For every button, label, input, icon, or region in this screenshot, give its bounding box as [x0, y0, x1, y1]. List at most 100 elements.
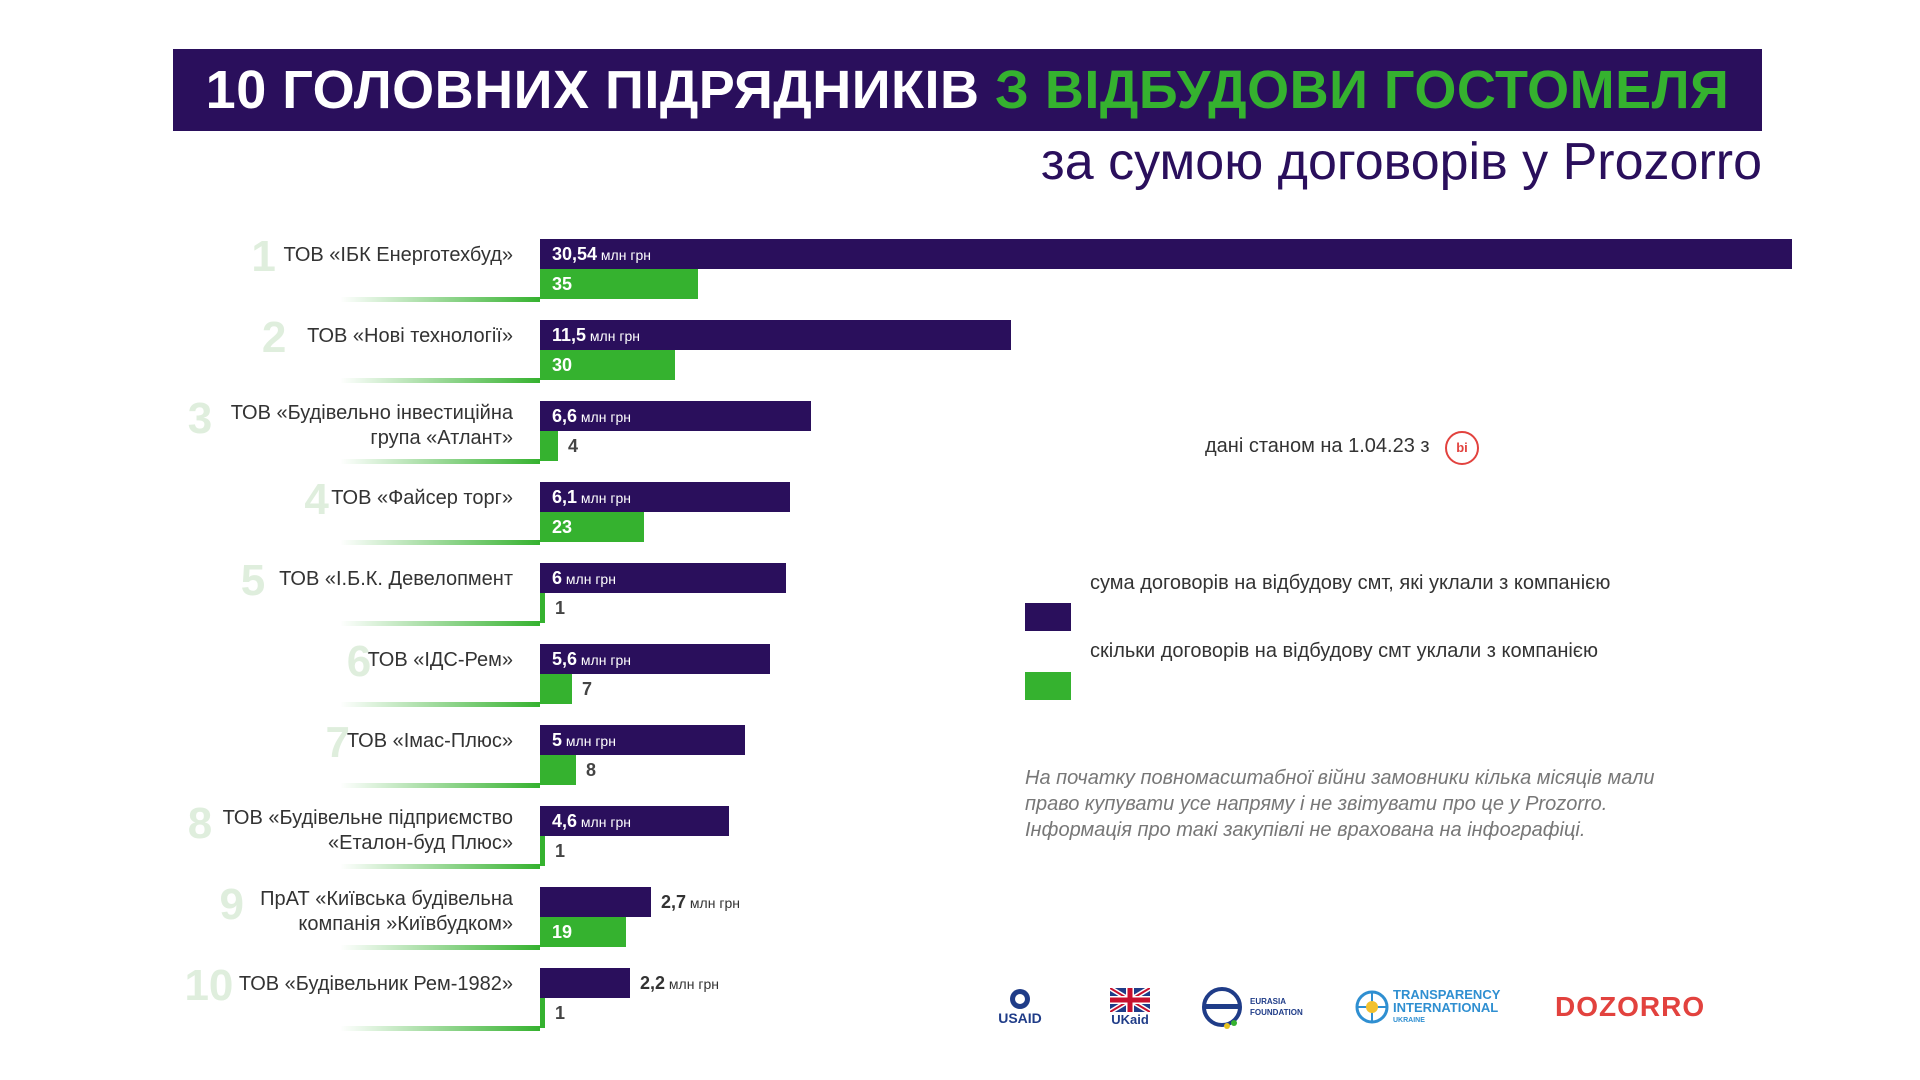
count-label: 30: [552, 355, 573, 375]
row-underline: [340, 783, 540, 788]
row-underline: [340, 459, 540, 464]
sum-bar: [540, 806, 729, 836]
source-badge-icon: bi: [1445, 431, 1479, 465]
usaid-logo: USAID: [990, 982, 1050, 1032]
eurasia-logo: EURASIA FOUNDATION: [1200, 982, 1310, 1032]
contractor-name: ТОВ «Будівельне підприємство «Еталон-буд …: [222, 807, 513, 854]
ukaid-logo: UKaid: [1105, 982, 1155, 1032]
count-bar: [540, 998, 545, 1028]
count-bar: [540, 269, 698, 299]
count-label: 23: [552, 517, 573, 537]
count-bar: [540, 755, 576, 785]
legend-label-sum: сума договорів на відбудову смт, які укл…: [1090, 572, 1611, 594]
count-label: 1: [555, 1003, 566, 1023]
row-underline: [340, 540, 540, 545]
subtitle: за сумою договорів у Prozorro: [1040, 133, 1762, 191]
chart-row: ТОВ «Будівельник Рем-1982» 10 2,2 млн грн 1: [0, 964, 1920, 1038]
count-bar: [540, 593, 545, 623]
sum-label: 2,7 млн грн: [661, 892, 740, 912]
row-underline: [340, 1026, 540, 1031]
count-bar: [540, 431, 558, 461]
footnote-line: Інформація про такі закупівлі не врахова…: [1025, 819, 1586, 841]
union-flag-icon: [1110, 987, 1150, 1012]
chart-row: ТОВ «ІБК Енерготехбуд» 1 30,54 млн грн 35: [0, 235, 1920, 309]
count-label: 35: [552, 274, 573, 294]
count-bar: [540, 350, 675, 380]
chart-row: ТОВ «Нові технології» 2 11,5 млн грн 30: [0, 316, 1920, 390]
title-part-1: 10 ГОЛОВНИХ ПІДРЯДНИКІВ: [205, 60, 980, 120]
row-underline: [340, 864, 540, 869]
rank-number: 9: [219, 880, 244, 929]
sum-bar: [540, 320, 1011, 350]
rank-number: 5: [240, 556, 266, 605]
ti-text: TRANSPARENCY: [1393, 986, 1501, 1002]
eurasia-text: EURASIA: [1250, 997, 1287, 1006]
sum-label: 6 млн грн: [552, 568, 616, 588]
rank-number: 7: [325, 718, 350, 767]
usaid-seal-icon: [1010, 989, 1030, 1009]
footnote-line: На початку повномасштабної війни замовни…: [1025, 767, 1655, 789]
chart-row: ПрАТ «Київська будівельна компанія »Київб…: [0, 883, 1920, 957]
row-underline: [340, 945, 540, 950]
legend-swatch-count: [1025, 672, 1071, 700]
count-label: 8: [586, 760, 597, 780]
sum-bar: [540, 644, 770, 674]
eurasia-text: FOUNDATION: [1250, 1008, 1303, 1017]
ti-text: INTERNATIONAL: [1393, 999, 1499, 1015]
title-part-2: З ВІДБУДОВИ ГОСТОМЕЛЯ: [995, 60, 1730, 120]
sum-bar: [540, 725, 745, 755]
contractor-name: ТОВ «Файсер торг»: [331, 487, 513, 509]
count-label: 19: [552, 922, 573, 942]
contractor-name: ТОВ «Будівельно інвестиційна група «Атлан…: [230, 402, 513, 449]
usaid-text: USAID: [998, 1010, 1042, 1026]
chart-row: ТОВ «І.Б.К. Девелопмент 5 6 млн грн 1: [0, 559, 1920, 633]
count-label: 1: [555, 841, 566, 861]
count-bar: [540, 836, 545, 866]
ukaid-text: UKaid: [1111, 1011, 1149, 1027]
row-underline: [340, 297, 540, 302]
dozorro-logo: DOZORRO: [1555, 991, 1706, 1022]
sum-bar: [540, 239, 1792, 269]
rank-number: 4: [304, 475, 329, 524]
count-bar: [540, 512, 644, 542]
count-label: 1: [555, 598, 566, 618]
sum-label: 2,2 млн грн: [640, 973, 719, 993]
eurasia-e-icon: [1202, 987, 1242, 1029]
rank-number: 2: [261, 313, 287, 362]
contractor-name: ТОВ «ІДС-Рем»: [367, 649, 513, 671]
contractor-name: ТОВ «Нові технології»: [307, 325, 513, 347]
rank-number: 8: [187, 799, 213, 848]
transparency-international-logo: TRANSPARENCY INTERNATIONAL UKRAINE: [1355, 982, 1515, 1032]
sum-label: 30,54 млн грн: [552, 244, 651, 264]
sum-label: 5 млн грн: [552, 730, 616, 750]
sum-label: 6,6 млн грн: [552, 406, 631, 426]
title-band: 10 ГОЛОВНИХ ПІДРЯДНИКІВ З ВІДБУДОВИ ГОСТ…: [173, 49, 1762, 131]
contractor-name: ТОВ «ІБК Енерготехбуд»: [283, 244, 514, 266]
count-label: 4: [568, 436, 579, 456]
chart-row: ТОВ «Файсер торг» 4 6,1 млн грн 23: [0, 478, 1920, 552]
chart-row: ТОВ «ІДС-Рем» 6 5,6 млн грн 7: [0, 640, 1920, 714]
legend-label-count: скільки договорів на відбудову смт уклал…: [1090, 640, 1599, 662]
rank-number: 1: [251, 232, 276, 281]
row-underline: [340, 378, 540, 383]
contractor-name: ТОВ «Імас-Плюс»: [346, 730, 513, 752]
count-bar: [540, 674, 572, 704]
contractor-name: ПрАТ «Київська будівельна компанія »Київб…: [260, 888, 513, 935]
sum-label: 5,6 млн грн: [552, 649, 631, 669]
chart-row: ТОВ «Імас-Плюс» 7 5 млн грн 8: [0, 721, 1920, 795]
count-bar: [540, 917, 626, 947]
sum-label: 4,6 млн грн: [552, 811, 631, 831]
rank-number: 3: [187, 394, 213, 443]
count-label: 7: [582, 679, 593, 699]
sum-label: 11,5 млн грн: [552, 325, 640, 345]
ti-text: UKRAINE: [1393, 1016, 1425, 1024]
row-underline: [340, 702, 540, 707]
rank-number: 10: [184, 961, 234, 1010]
chart-row: ТОВ «Будівельне підприємство «Еталон-буд …: [0, 802, 1920, 876]
contractor-name: ТОВ «І.Б.К. Девелопмент: [279, 568, 513, 590]
sum-bar: [540, 482, 790, 512]
sum-bar: [540, 563, 786, 593]
rank-number: 6: [346, 637, 372, 686]
chart-row: ТОВ «Будівельно інвестиційна група «Атлан…: [0, 397, 1920, 471]
contractor-name: ТОВ «Будівельник Рем-1982»: [238, 973, 513, 995]
